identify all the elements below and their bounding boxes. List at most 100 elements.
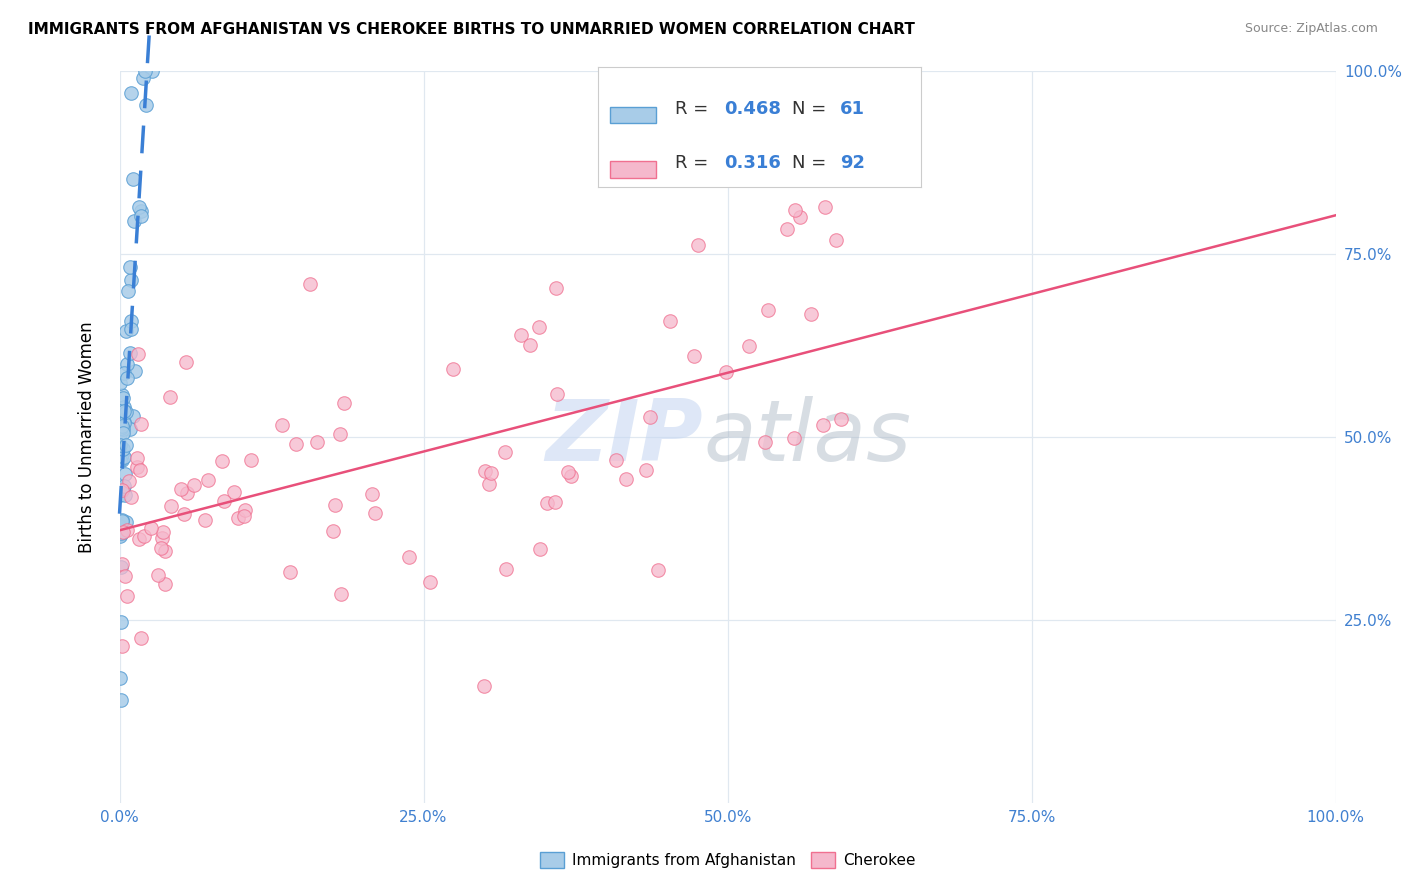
Point — [110, 672, 132, 686]
Point — [214, 493, 236, 508]
Point — [174, 355, 197, 369]
Point — [659, 314, 682, 328]
Point — [120, 314, 142, 328]
Point — [108, 529, 131, 543]
Point — [614, 472, 637, 486]
Point — [605, 453, 627, 467]
Point — [112, 415, 135, 429]
Text: 0.316: 0.316 — [724, 154, 780, 172]
Point — [115, 405, 138, 419]
Point — [150, 541, 173, 555]
Point — [398, 550, 420, 565]
Point — [112, 404, 135, 418]
Point — [120, 491, 142, 505]
Point — [115, 515, 138, 529]
Point — [114, 569, 136, 583]
Point — [536, 495, 558, 509]
Point — [183, 477, 205, 491]
Point — [110, 615, 132, 629]
Point — [111, 513, 134, 527]
Point — [114, 467, 136, 481]
Point — [118, 474, 141, 488]
Point — [111, 483, 134, 497]
Point — [194, 512, 217, 526]
Point — [364, 506, 387, 520]
Point — [132, 529, 155, 543]
Point — [560, 468, 582, 483]
Point — [495, 561, 517, 575]
Point — [509, 328, 531, 343]
Point — [111, 557, 134, 571]
Point — [472, 679, 495, 693]
Point — [110, 526, 132, 541]
Point — [111, 447, 134, 461]
Point — [110, 526, 132, 541]
Point — [111, 639, 134, 653]
Text: Source: ZipAtlas.com: Source: ZipAtlas.com — [1244, 22, 1378, 36]
Point — [494, 445, 516, 459]
Point — [814, 200, 837, 214]
Point — [112, 422, 135, 436]
Point — [544, 495, 567, 509]
Point — [128, 462, 150, 476]
Point — [115, 325, 138, 339]
Point — [110, 693, 132, 707]
Point — [479, 467, 502, 481]
Point — [546, 386, 568, 401]
Point — [519, 338, 541, 352]
Point — [714, 365, 737, 379]
Point — [527, 319, 550, 334]
Point — [233, 503, 256, 517]
Point — [129, 631, 152, 645]
Point — [131, 203, 153, 218]
Point — [155, 576, 177, 591]
Point — [800, 308, 823, 322]
Point — [108, 376, 131, 391]
Point — [115, 523, 138, 537]
Point — [139, 521, 162, 535]
Point — [114, 438, 136, 452]
Point — [114, 488, 136, 502]
Point — [197, 473, 219, 487]
Legend: Immigrants from Afghanistan, Cherokee: Immigrants from Afghanistan, Cherokee — [531, 845, 924, 876]
Point — [647, 563, 669, 577]
Point — [640, 410, 662, 425]
Point — [783, 431, 806, 445]
Point — [170, 482, 193, 496]
Point — [115, 357, 138, 371]
Point — [122, 214, 145, 228]
Point — [120, 87, 142, 101]
Point — [280, 566, 302, 580]
Point — [111, 388, 134, 402]
Point — [128, 200, 150, 214]
Point — [129, 417, 152, 431]
Point — [239, 453, 262, 467]
Point — [830, 412, 852, 426]
Point — [756, 302, 779, 317]
Point — [160, 500, 183, 514]
Point — [117, 285, 139, 299]
Y-axis label: Births to Unmarried Women: Births to Unmarried Women — [77, 321, 96, 553]
Point — [124, 364, 146, 378]
Text: ZIP: ZIP — [546, 395, 703, 479]
Point — [322, 524, 344, 538]
Point — [108, 438, 131, 452]
Text: atlas: atlas — [703, 395, 911, 479]
Point — [135, 98, 157, 112]
Point — [329, 426, 352, 441]
Point — [125, 450, 148, 465]
Point — [110, 559, 132, 574]
Point — [134, 64, 156, 78]
Point — [111, 419, 134, 434]
Point — [811, 418, 834, 433]
Point — [112, 479, 135, 493]
Point — [776, 222, 799, 236]
FancyBboxPatch shape — [610, 107, 655, 123]
Point — [307, 434, 329, 449]
Point — [127, 347, 149, 361]
Point — [120, 273, 142, 287]
Point — [634, 463, 657, 477]
Point — [557, 466, 579, 480]
Point — [682, 350, 704, 364]
Point — [419, 574, 441, 589]
